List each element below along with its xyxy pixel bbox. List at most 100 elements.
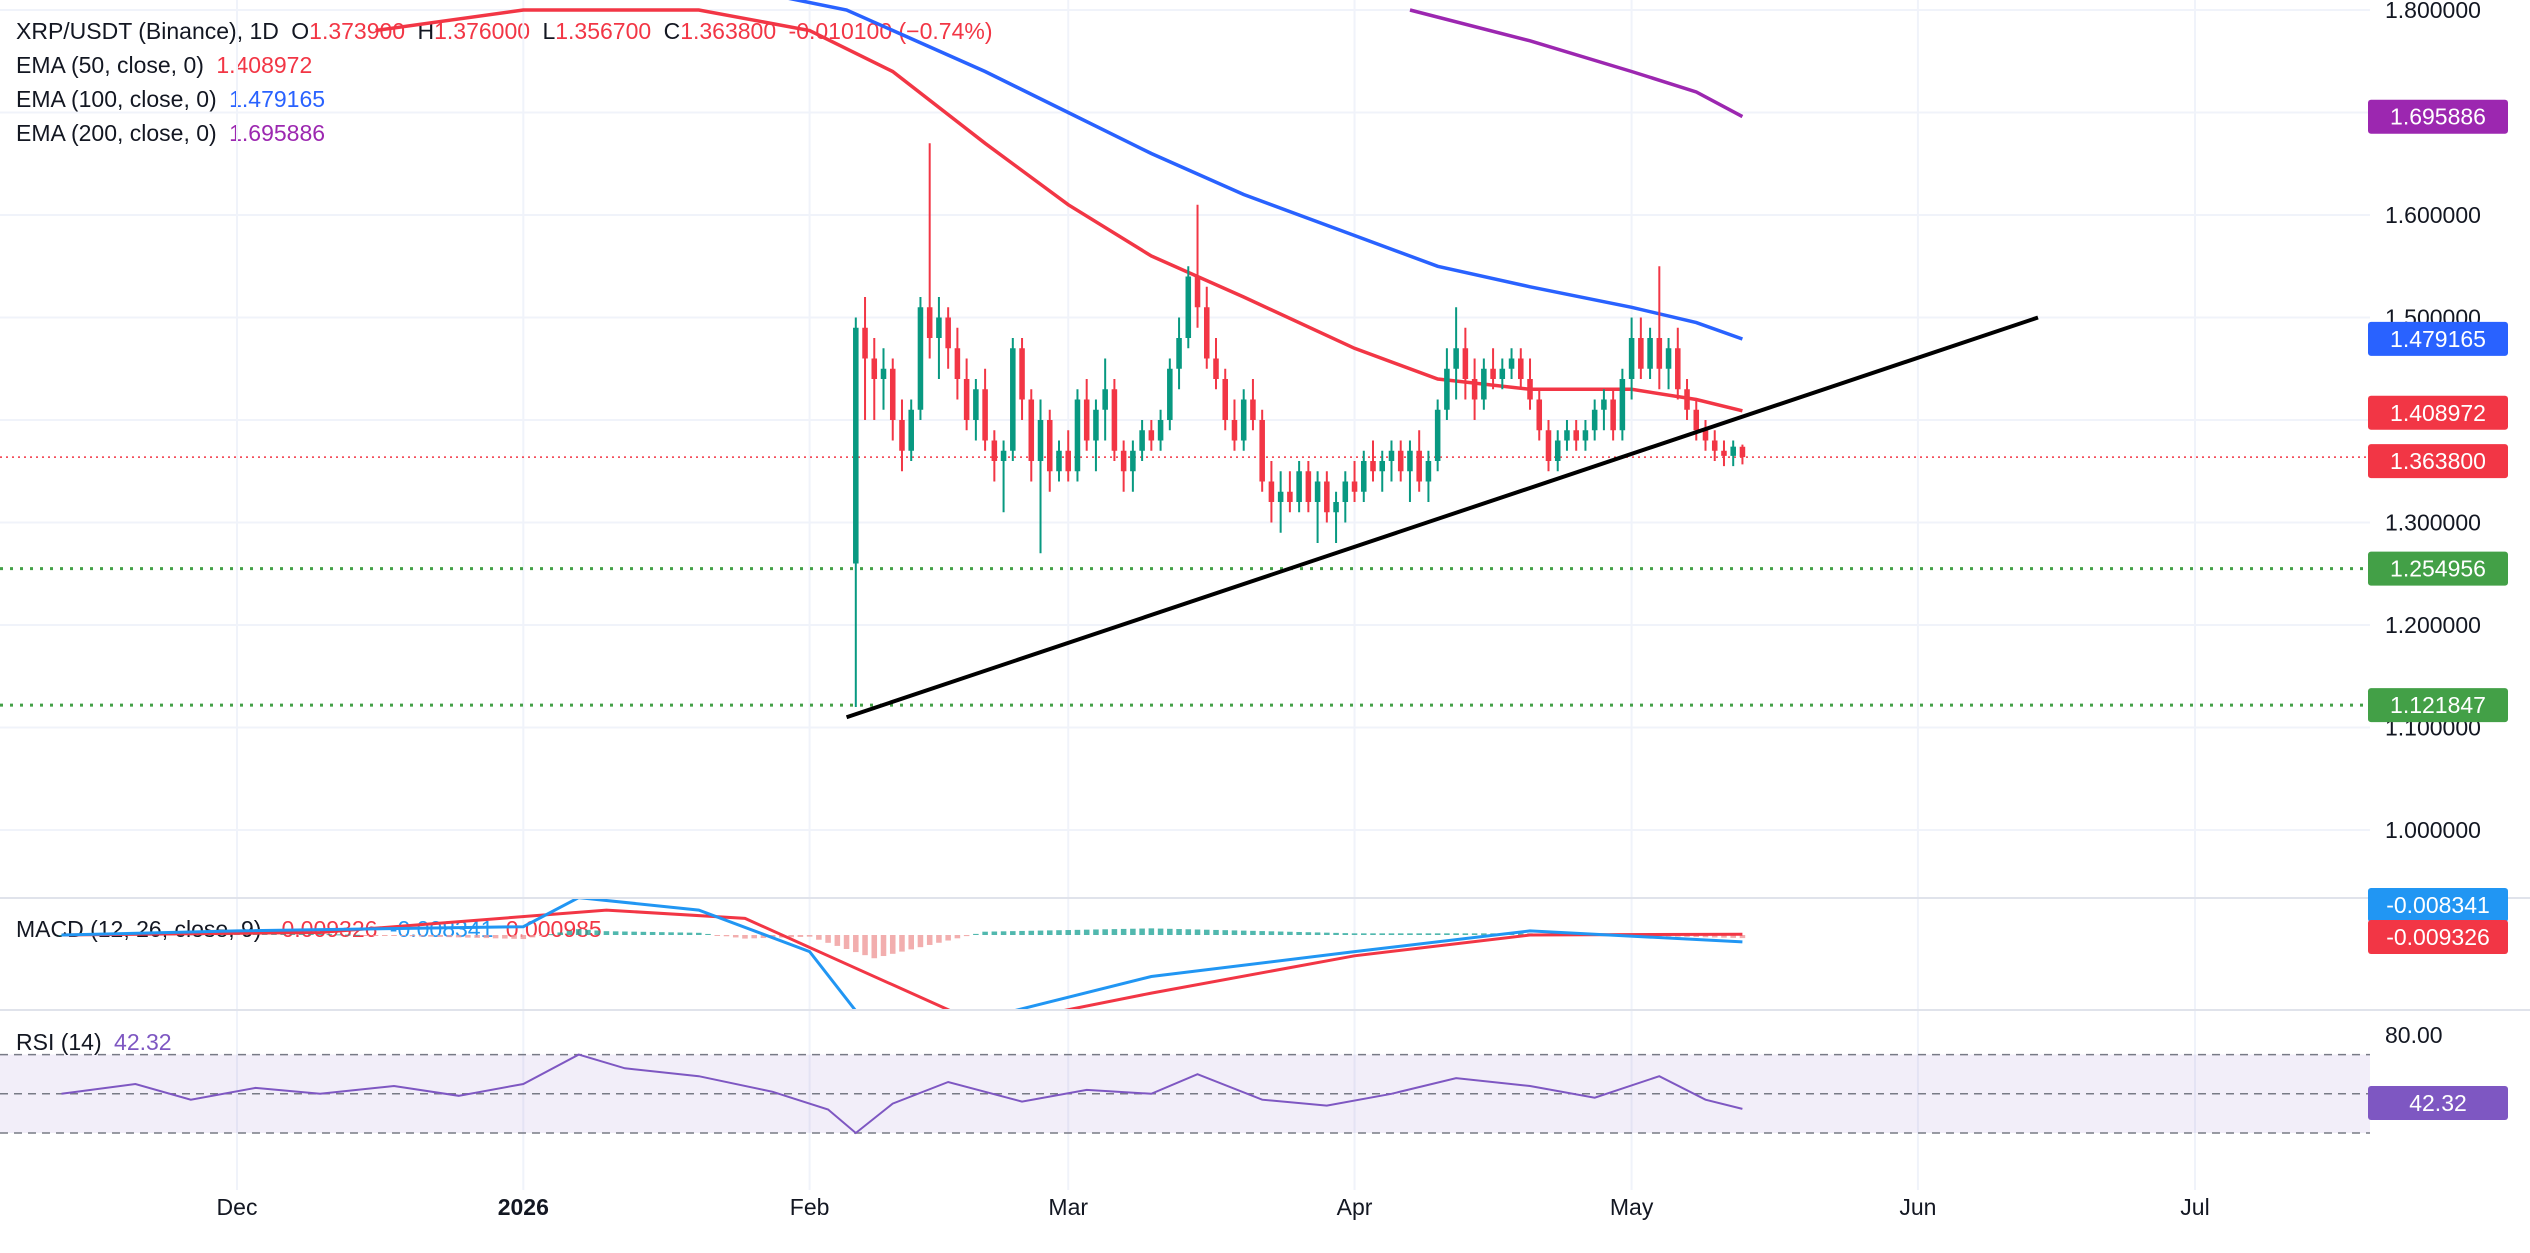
candle-body <box>1573 430 1579 441</box>
candle-body <box>1721 450 1727 456</box>
candle <box>1139 420 1145 461</box>
candle-body <box>1231 420 1238 441</box>
candle <box>908 399 914 461</box>
macd-histogram-bar <box>1324 932 1330 935</box>
candle <box>973 379 979 441</box>
macd-histogram-bar <box>1139 928 1145 935</box>
macd-histogram-bar <box>1074 929 1081 935</box>
macd-histogram-bar <box>1361 933 1367 935</box>
macd-histogram-bar <box>335 934 342 936</box>
candle <box>853 317 859 707</box>
macd-histogram-bar <box>372 935 379 936</box>
candle-body <box>871 358 878 379</box>
candle <box>1028 389 1035 482</box>
price-tag-text: 1.479165 <box>2390 326 2486 352</box>
macd-histogram-bar <box>529 935 536 938</box>
macd-histogram-bar <box>520 935 527 940</box>
candle <box>926 143 933 359</box>
candle <box>1203 286 1210 369</box>
candle <box>1194 204 1201 328</box>
candle-body <box>1111 389 1118 451</box>
candle <box>1167 358 1173 431</box>
candle <box>1434 399 1441 472</box>
candle-body <box>1647 338 1653 369</box>
candle <box>1582 420 1589 451</box>
macd-histogram-bar <box>1130 928 1136 935</box>
candle <box>1250 379 1256 431</box>
macd-histogram-bar <box>1444 933 1450 935</box>
macd-histogram-bar <box>797 935 804 937</box>
candle <box>1721 440 1727 467</box>
candle-body <box>1499 368 1506 379</box>
macd-histogram-bar <box>317 933 323 935</box>
macd-histogram-bar <box>1111 929 1118 935</box>
candle-body <box>1268 481 1275 502</box>
macd-histogram-bar <box>705 933 711 935</box>
candle-body <box>1693 409 1700 431</box>
candle-body <box>1490 368 1496 379</box>
symbol-label: XRP/USDT (Binance), 1D <box>16 18 279 44</box>
macd-histogram-bar <box>1730 935 1736 938</box>
candle-body <box>1379 461 1386 472</box>
candle <box>1591 399 1598 441</box>
candle-body <box>1120 450 1127 472</box>
macd-histogram-bar <box>1250 930 1256 935</box>
macd-histogram-bar <box>649 931 656 935</box>
macd-histogram-bar <box>871 935 878 959</box>
candle <box>1296 461 1302 513</box>
macd-histogram-bar <box>483 935 490 939</box>
macd-histogram-bar <box>603 931 610 935</box>
macd-histogram-bar <box>714 935 721 936</box>
macd-histogram-bar <box>465 935 471 938</box>
macd-histogram-bar <box>308 933 314 935</box>
candle-body <box>1176 338 1182 369</box>
candle-body <box>1675 348 1681 390</box>
macd-histogram-bar <box>1702 935 1709 938</box>
candle <box>1120 440 1127 492</box>
macd-histogram-bar <box>492 935 499 939</box>
candle-body <box>973 389 979 420</box>
candle-body <box>899 420 905 451</box>
macd-histogram-bar <box>1231 930 1238 935</box>
macd-histogram-bar <box>862 935 868 956</box>
macd-histogram-bar <box>1287 931 1293 935</box>
candle <box>1065 430 1071 482</box>
macd-histogram-bar <box>585 929 591 935</box>
macd-histogram-bar <box>1370 933 1376 935</box>
macd-histogram-bar <box>326 934 333 936</box>
macd-histogram-bar <box>418 935 425 937</box>
macd-histogram-bar <box>1711 935 1718 938</box>
candle <box>1407 440 1413 502</box>
price-tag: 1.254956 <box>2368 551 2508 586</box>
candle-body <box>1056 450 1062 472</box>
ema200-label: EMA (200, close, 0) <box>16 120 217 146</box>
candle-body <box>1407 450 1413 472</box>
macd-histogram-bar <box>982 931 988 935</box>
macd-histogram-bar <box>511 935 517 939</box>
candle <box>1702 420 1709 451</box>
candle <box>1711 430 1718 461</box>
candle-body <box>1250 399 1256 420</box>
candle-body <box>1397 450 1404 472</box>
macd-histogram-bar <box>899 935 905 952</box>
candle <box>936 297 942 379</box>
rsi-value: 42.32 <box>114 1029 172 1055</box>
candle-body <box>1222 379 1229 420</box>
price-tag-text: 1.408972 <box>2390 400 2486 426</box>
candle <box>1222 368 1229 431</box>
ema100-label: EMA (100, close, 0) <box>16 86 217 112</box>
price-tag: 1.408972 <box>2368 395 2508 430</box>
candle-body <box>1518 358 1524 379</box>
macd-histogram-bar <box>1462 933 1469 935</box>
candle <box>1287 471 1293 513</box>
macd-legend: MACD (12, 26, close, 9) -0.009326 -0.008… <box>16 912 608 946</box>
candle-body <box>1536 399 1543 431</box>
candle-body <box>1582 430 1589 441</box>
time-axis-label: Dec <box>217 1194 258 1220</box>
macd-histogram-bar <box>566 930 573 935</box>
macd-histogram-bar <box>1693 935 1700 938</box>
candle-body <box>1277 491 1284 502</box>
candle <box>1351 461 1358 502</box>
candle <box>1675 327 1681 400</box>
